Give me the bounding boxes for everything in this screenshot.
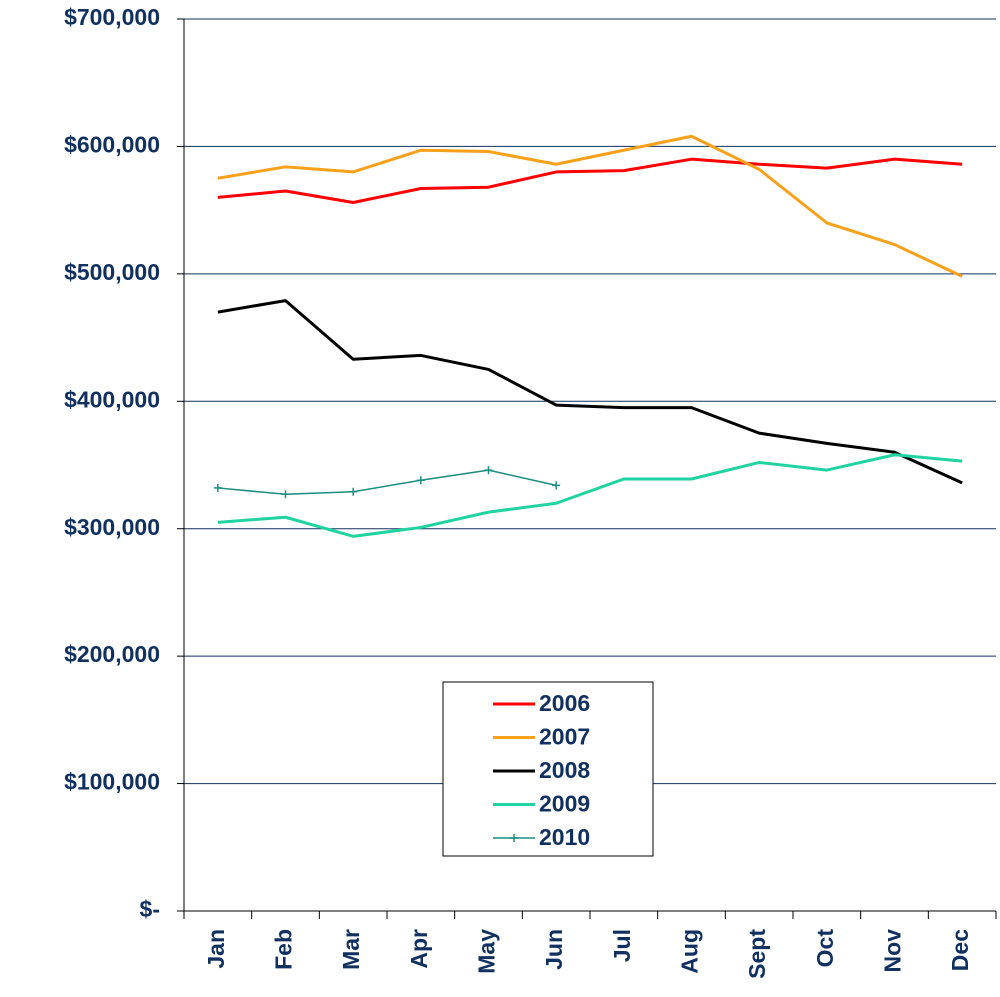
legend-label: 2010 (539, 824, 590, 850)
point-marker (416, 476, 425, 485)
y-tick-label: $700,000 (64, 4, 160, 30)
series-line (217, 157, 963, 204)
point-marker (349, 487, 358, 496)
y-tick-label: $200,000 (64, 641, 160, 667)
series-line (217, 134, 963, 278)
y-tick-label: $500,000 (64, 259, 160, 285)
y-tick-label: $300,000 (64, 514, 160, 540)
y-tick-label: $600,000 (64, 132, 160, 158)
series-line (217, 299, 963, 485)
y-tick-label: $400,000 (64, 386, 160, 412)
x-tick-label: Jan (203, 929, 229, 969)
legend-label: 2008 (539, 757, 590, 783)
x-tick-label: Oct (812, 929, 838, 968)
x-tick-label: Feb (271, 929, 297, 970)
legend-box (442, 681, 654, 857)
legend-label: 2009 (539, 791, 590, 817)
y-tick-label: $- (140, 896, 160, 922)
x-tick-label: Apr (406, 929, 432, 969)
point-marker (213, 483, 222, 492)
legend-label: 2006 (539, 690, 590, 716)
point-marker (484, 466, 493, 475)
x-tick-label: Nov (880, 929, 906, 973)
x-tick-label: Jul (609, 929, 635, 962)
series-line (217, 469, 557, 496)
y-tick-label: $100,000 (64, 769, 160, 795)
x-tick-label: Aug (677, 929, 703, 974)
x-tick-label: Jun (541, 929, 567, 970)
x-tick-label: Dec (947, 929, 973, 971)
legend-marker (510, 834, 518, 842)
x-tick-label: May (474, 929, 500, 974)
point-marker (552, 481, 561, 490)
series-line (217, 453, 963, 538)
point-marker (281, 490, 290, 499)
x-tick-label: Sept (744, 929, 770, 979)
x-tick-label: Mar (338, 929, 364, 970)
legend-label: 2007 (539, 724, 590, 750)
